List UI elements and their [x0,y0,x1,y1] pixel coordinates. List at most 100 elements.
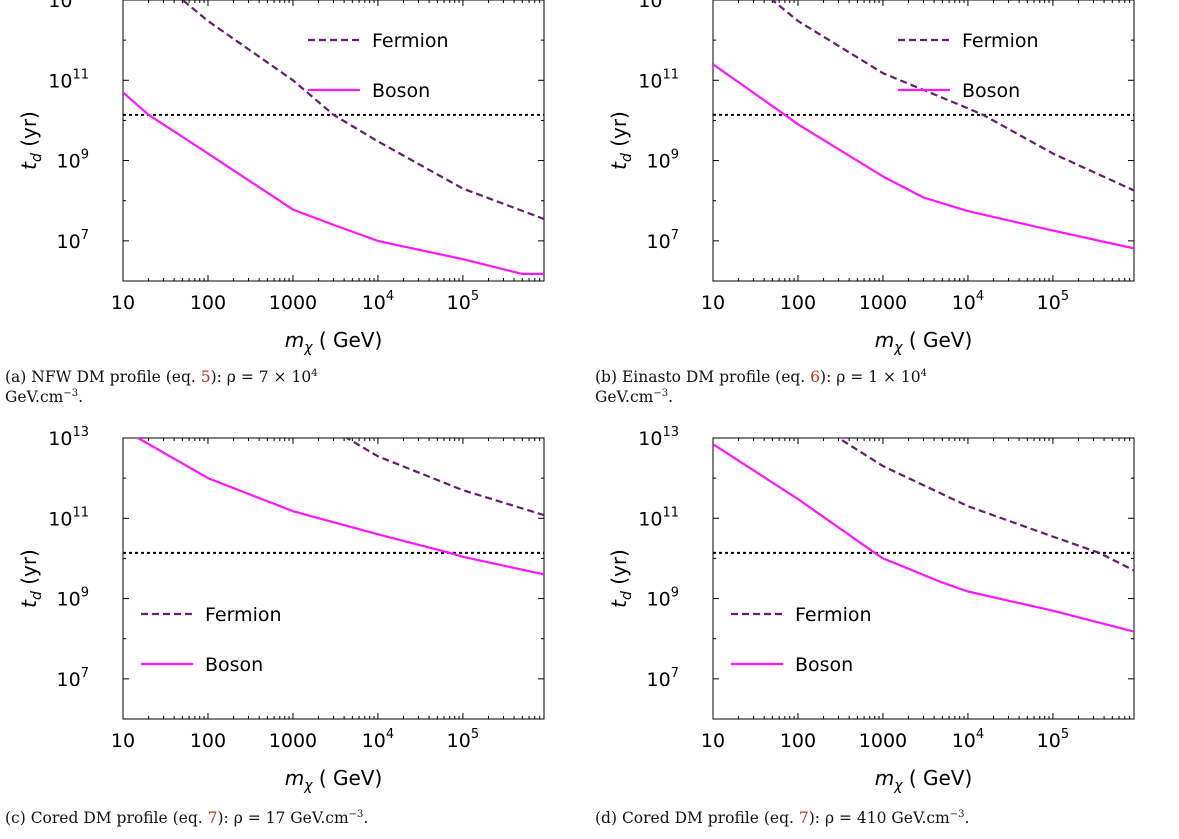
panel-d-x-tick-label: 1000 [859,730,907,752]
caption-a-ref[interactable]: 5 [200,368,211,386]
panel-c-x-tick-label: 104 [362,727,394,752]
panel-a-legend-label-fermion: Fermion [372,30,449,52]
caption-b-end: . [668,388,674,406]
caption-c: (c) Cored DM profile (eq. 7): ρ = 17 GeV… [5,808,585,828]
panel-b-minor-ticks [712,0,1135,282]
panel-a-y-tick-label: 1013 [48,0,89,12]
caption-c-mid: ): [217,809,234,827]
panel-c-x-tick-label: 10 [111,730,135,752]
panel-c-x-tick-label: 1000 [269,730,317,752]
panel-d-x-axis-label: mχ ( GeV) [875,766,973,794]
panel-b-y-tick-label: 1013 [638,0,679,12]
caption-b-ref[interactable]: 6 [810,368,821,386]
panel-b-legend-label-boson: Boson [962,80,1020,102]
panel-d-legend-label-fermion: Fermion [795,604,872,626]
chart-panel-c: 10 100 1000 104 105 107 109 1011 1013 mχ ( GeV) td… [17,425,545,794]
panel-b-series-boson [713,63,1134,250]
caption-a-line2-sup: −3 [63,387,79,399]
panel-d-x-tick-label: 104 [952,727,984,752]
caption-c-sup: −3 [348,808,364,820]
panel-b-y-tick-label: 109 [647,148,679,173]
panel-d-x-tick-label: 105 [1037,727,1069,752]
panel-a-x-tick-label: 1000 [269,292,317,314]
caption-b-sup: 4 [920,367,928,379]
caption-b-line2: GeV.cm [595,388,654,406]
panel-c-y-tick-label: 1013 [48,425,89,450]
panel-d-y-axis-label: td (yr) [607,549,635,608]
panel-b-y-tick-label: 1011 [638,67,679,92]
panel-c-y-axis-label: td (yr) [17,549,45,608]
panel-d-series-fermion [837,438,1134,572]
caption-d-sup: −3 [949,808,965,820]
panel-d-minor-ticks [712,437,1135,720]
panel-b-legend-label-fermion: Fermion [962,30,1039,52]
caption-a: (a) NFW DM profile (eq. 5): ρ = 7 × 104 … [5,367,565,407]
panel-a-y-axis-label: td (yr) [17,111,45,170]
panel-c-x-tick-label: 105 [447,727,479,752]
panel-c-y-tick-label: 109 [57,586,89,611]
chart-panel-b: 10 100 1000 104 105 107 109 1011 1013 mχ ( GeV) td… [607,0,1135,356]
panel-d-y-tick-label: 1013 [638,425,679,450]
panel-a-y-tick-label: 1011 [48,67,89,92]
panel-c-x-axis-label: mχ ( GeV) [285,766,383,794]
panel-c-legend-label-fermion: Fermion [205,604,282,626]
panel-a-x-axis-label: mχ ( GeV) [285,328,383,356]
caption-d-lead: (d) Cored DM profile (eq. [595,809,799,827]
caption-d: (d) Cored DM profile (eq. 7): ρ = 410 Ge… [595,808,1175,828]
caption-d-end: . [964,809,970,827]
panel-b-y-tick-label: 107 [647,228,679,253]
panel-d-frame [712,437,1135,720]
panel-b-x-tick-label: 104 [952,289,984,314]
caption-a-math: ρ = 7 × 10 [226,368,312,386]
caption-b-line2-sup: −3 [653,387,669,399]
caption-a-mid: ): [210,368,227,386]
panel-a-series-fermion [180,0,544,221]
panel-c-y-tick-label: 1011 [48,505,89,530]
panel-a-series-boson [123,91,544,275]
panel-d-x-tick-label: 10 [701,730,725,752]
panel-c-legend-label-boson: Boson [205,654,263,676]
caption-a-sup: 4 [311,367,318,379]
caption-b: (b) Einasto DM profile (eq. 6): ρ = 1 × … [595,367,1155,407]
chart-panel-a: 10 100 1000 104 105 107 109 1011 1013 mχ ( GeV) td… [17,0,545,356]
panel-c-minor-ticks [122,437,545,720]
panel-c-x-tick-label: 100 [190,730,226,752]
caption-a-lead: (a) NFW DM profile (eq. [5,368,201,386]
chart-panel-d: 10 100 1000 104 105 107 109 1011 1013 mχ ( GeV) td… [607,425,1135,794]
caption-d-mid: ): [808,809,825,827]
caption-b-math: ρ = 1 × 10 [836,368,921,386]
panel-c-series-boson [136,438,544,576]
panel-a-y-tick-label: 107 [57,228,89,253]
panel-c-frame [122,437,545,720]
panel-d-y-tick-label: 1011 [638,505,679,530]
panel-b-x-tick-label: 105 [1037,289,1069,314]
caption-c-end: . [363,809,369,827]
panel-d-y-tick-label: 107 [647,666,679,691]
panel-a-legend-label-boson: Boson [372,80,430,102]
panel-b-x-tick-label: 10 [701,292,725,314]
panel-a-x-tick-label: 104 [362,289,394,314]
caption-b-mid: ): [820,368,837,386]
panel-b-x-tick-label: 100 [780,292,816,314]
panel-c-series-fermion [344,438,544,517]
caption-d-math: ρ = 410 GeV.cm [824,809,950,827]
panel-b-x-tick-label: 1000 [859,292,907,314]
caption-c-lead: (c) Cored DM profile (eq. [5,809,208,827]
panel-c-y-tick-label: 107 [57,666,89,691]
panel-d-x-tick-label: 100 [780,730,816,752]
panel-b-x-axis-label: mχ ( GeV) [875,328,973,356]
caption-c-math: ρ = 17 GeV.cm [233,809,349,827]
caption-b-lead: (b) Einasto DM profile (eq. [595,368,811,386]
caption-a-line2: GeV.cm [5,388,64,406]
panel-a-y-tick-label: 109 [57,148,89,173]
caption-d-ref[interactable]: 7 [798,809,809,827]
panel-a-x-tick-label: 105 [447,289,479,314]
panel-a-x-tick-label: 100 [190,292,226,314]
panel-a-x-tick-label: 10 [111,292,135,314]
panel-d-legend-label-boson: Boson [795,654,853,676]
caption-c-ref[interactable]: 7 [207,809,218,827]
panel-d-y-tick-label: 109 [647,586,679,611]
caption-a-end: . [78,388,84,406]
panel-a-minor-ticks [122,0,545,282]
panel-d-series-boson [713,443,1134,633]
